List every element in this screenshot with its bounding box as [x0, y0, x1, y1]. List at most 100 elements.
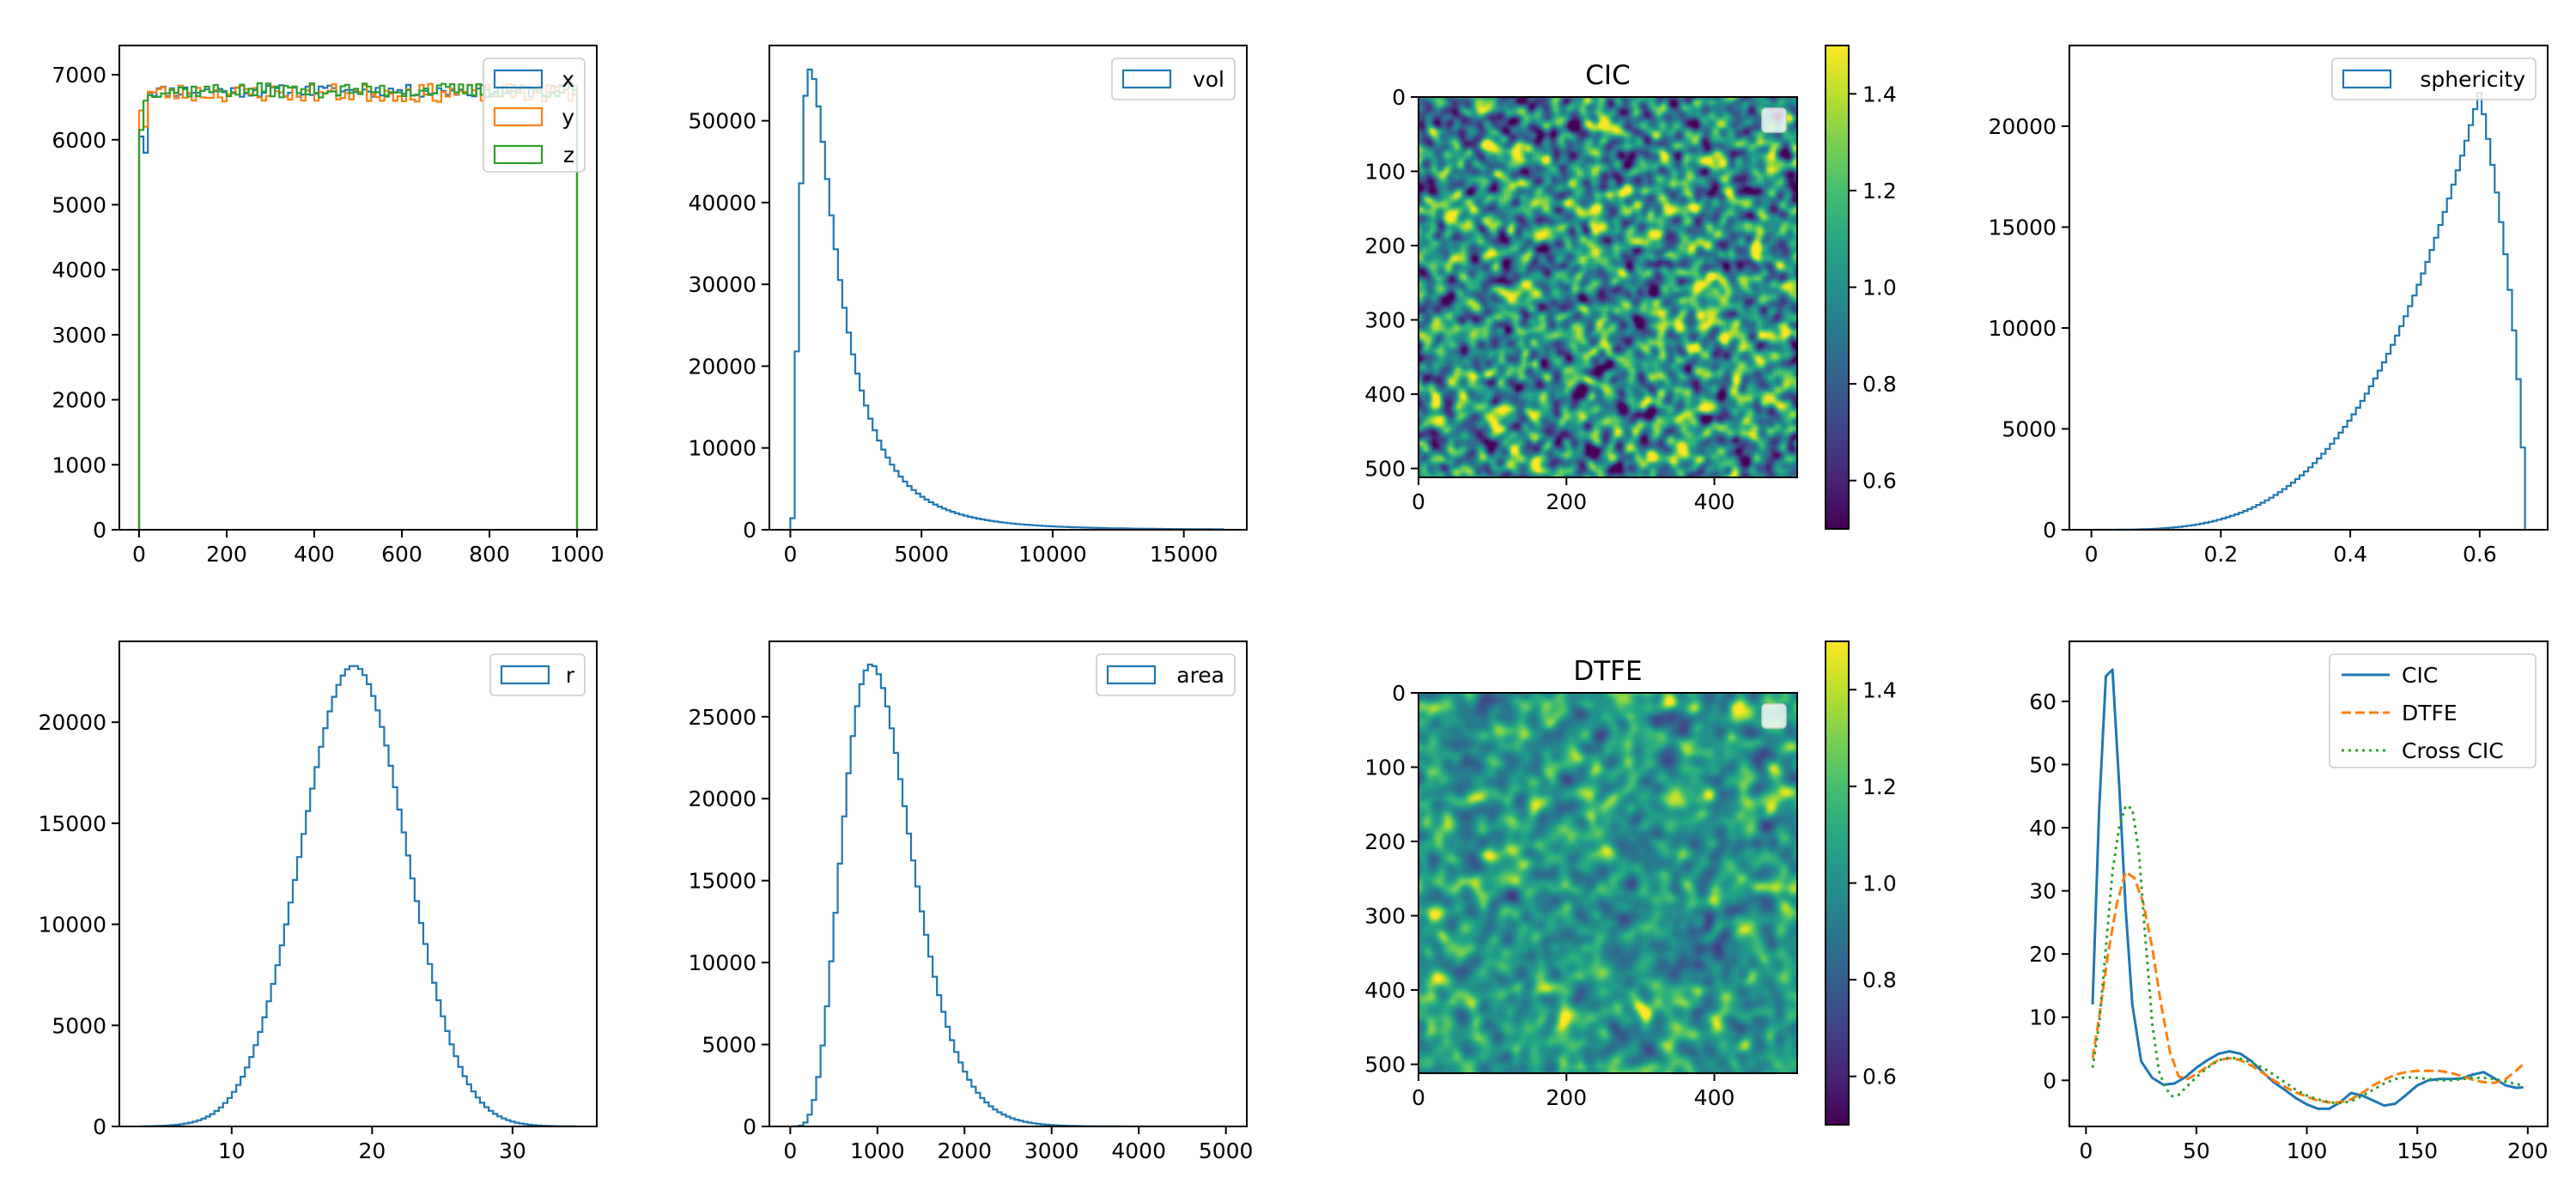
series-dtfe — [2091, 871, 2524, 1104]
panel-title: DTFE — [1573, 656, 1642, 687]
x-tick-label: 200 — [2507, 1138, 2549, 1163]
legend-frame — [2329, 653, 2537, 768]
x-tick-label: 0 — [2085, 542, 2099, 567]
y-tick-label: 60 — [2029, 689, 2057, 714]
y-tick-label: 15000 — [1988, 216, 2057, 240]
y-tick-label: 25000 — [688, 705, 756, 730]
legend-frame — [1761, 703, 1787, 729]
y-tick-label: 5000 — [52, 192, 106, 217]
x-tick-label: 600 — [381, 542, 422, 567]
colorbar-tick-label: 0.8 — [1862, 968, 1897, 993]
legend-swatch-area — [1106, 665, 1157, 685]
panel-title: CIC — [1585, 60, 1630, 91]
y-tick-label: 5000 — [2002, 417, 2057, 442]
x-tick-label: 0.2 — [2203, 542, 2238, 567]
x-tick-label: 0 — [2079, 1138, 2093, 1163]
legend-frame — [1761, 107, 1787, 133]
y-tick-label: 0 — [2043, 1068, 2057, 1093]
panel-p6: 0 1000 2000 3000 4000 5000 0 5000 10000 15000 2000… — [688, 640, 1254, 1163]
colorbar-tick-label: 0.8 — [1862, 372, 1897, 397]
panel-p2: 0 5000 10000 15000 0 10000 20000 30000 40000 5000… — [688, 45, 1248, 567]
y-tick-label: 10000 — [1988, 316, 2057, 341]
y-tick-label: 200 — [1364, 234, 1406, 258]
x-tick-label: 3000 — [1024, 1138, 1079, 1163]
colorbar-tick-label: 0.6 — [1862, 1065, 1897, 1090]
colorbar-tick-label: 1.4 — [1862, 677, 1897, 702]
colorbar-tick-label: 1.2 — [1862, 179, 1897, 203]
y-tick-label: 7000 — [52, 63, 106, 88]
x-tick-label: 15000 — [1150, 542, 1218, 567]
y-tick-label: 15000 — [38, 811, 106, 836]
axes-frame — [1418, 96, 1798, 478]
histogram-area — [793, 663, 1226, 1126]
legend-swatch-z — [493, 144, 544, 165]
axes-frame — [2069, 45, 2549, 531]
y-tick-label: 500 — [1364, 1053, 1406, 1078]
y-tick-label: 5000 — [702, 1033, 756, 1058]
y-tick-label: 20000 — [38, 710, 106, 735]
y-tick-label: 100 — [1364, 160, 1406, 185]
y-tick-label: 10 — [2029, 1005, 2057, 1030]
colorbar-tick-label: 0.6 — [1862, 469, 1897, 494]
histogram-sphericity — [2091, 92, 2526, 530]
legend-label: y — [562, 105, 574, 130]
legend: area — [1096, 653, 1236, 696]
y-tick-label: 0 — [1392, 85, 1406, 110]
x-tick-label: 1000 — [550, 542, 605, 567]
legend-label: CIC — [2402, 663, 2438, 688]
x-tick-label: 150 — [2397, 1138, 2438, 1163]
panel-p1: 0 200 400 600 800 1000 0 1000 2000 3000 4000 5000 60… — [52, 45, 605, 567]
x-tick-label: 200 — [1546, 489, 1587, 514]
y-tick-label: 50 — [2029, 752, 2057, 777]
x-tick-label: 400 — [294, 542, 335, 567]
legend-swatch-r — [500, 665, 550, 685]
colorbar-tick-label: 1.0 — [1862, 276, 1897, 300]
legend-label: r — [566, 663, 575, 688]
x-tick-label: 2000 — [937, 1138, 992, 1163]
y-tick-label: 4000 — [52, 258, 106, 282]
x-tick-label: 10000 — [1018, 542, 1087, 567]
x-tick-label: 0.6 — [2463, 542, 2497, 567]
plot-area — [793, 663, 1226, 1126]
colorbar-tick-label: 1.4 — [1862, 82, 1897, 106]
y-tick-label: 6000 — [52, 128, 106, 153]
colorbar: 0.6 0.8 1.0 1.2 1.4 — [1825, 640, 1897, 1126]
colorbar-tick-label: 1.2 — [1862, 774, 1897, 799]
y-tick-label: 0 — [743, 1114, 756, 1139]
legend-label: sphericity — [2420, 67, 2525, 92]
plot-area — [2091, 92, 2526, 530]
colorbar-tick-label: 1.0 — [1862, 871, 1897, 896]
plot-area — [139, 665, 577, 1126]
x-tick-label: 50 — [2183, 1138, 2210, 1163]
legend: vol — [1111, 58, 1236, 100]
x-tick-label: 0.4 — [2333, 542, 2367, 567]
legend: xyz — [483, 58, 586, 173]
x-tick-label: 0 — [783, 1138, 797, 1163]
colorbar-gradient — [1826, 641, 1849, 1125]
y-tick-label: 5000 — [52, 1013, 106, 1038]
y-tick-label: 15000 — [688, 869, 756, 894]
legend-swatch-x — [493, 69, 544, 89]
panel-p3: CIC 0 200 400 0 100 200 300 400 500 0.6 0.8 1.0 1.2 1.… — [1364, 45, 1897, 530]
y-tick-label: 30 — [2029, 879, 2057, 904]
y-tick-label: 0 — [2043, 518, 2057, 543]
y-tick-label: 20000 — [1988, 114, 2057, 139]
histogram-r — [139, 665, 577, 1126]
x-tick-label: 800 — [469, 542, 510, 567]
y-tick-label: 0 — [743, 518, 756, 543]
y-tick-label: 0 — [93, 518, 106, 543]
y-tick-label: 3000 — [52, 323, 106, 348]
x-tick-label: 30 — [499, 1138, 526, 1163]
y-tick-label: 0 — [1392, 681, 1406, 706]
panel-p8: 0 50 100 150 200 0 10 20 30 40 50 60 CIC DTFE Cross CI… — [2029, 640, 2549, 1163]
legend-label: DTFE — [2402, 701, 2458, 725]
y-tick-label: 10000 — [688, 950, 756, 975]
axes-frame — [769, 640, 1248, 1127]
x-tick-label: 5000 — [1199, 1138, 1254, 1163]
series-cross-cic — [2091, 804, 2524, 1105]
legend-frame — [2331, 58, 2537, 100]
x-tick-label: 1000 — [850, 1138, 905, 1163]
legend-label: vol — [1193, 67, 1224, 92]
y-tick-label: 50000 — [688, 109, 756, 134]
